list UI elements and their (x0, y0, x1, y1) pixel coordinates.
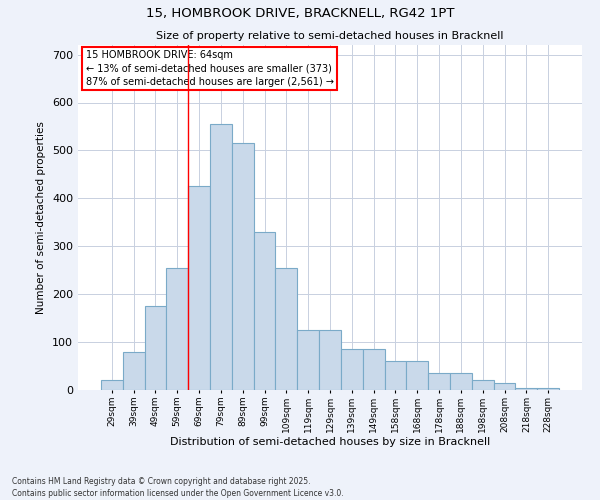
Bar (166, 268, 188, 390)
Bar (188, 186, 210, 390)
Bar (232, 143, 254, 390)
Bar (494, 383, 515, 390)
Bar (210, 124, 232, 390)
X-axis label: Distribution of semi-detached houses by size in Bracknell: Distribution of semi-detached houses by … (170, 438, 490, 448)
Bar (385, 361, 406, 390)
Bar (450, 373, 472, 390)
Bar (123, 352, 145, 390)
Y-axis label: Number of semi-detached properties: Number of semi-detached properties (37, 121, 46, 314)
Bar (537, 388, 559, 390)
Text: 15, HOMBROOK DRIVE, BRACKNELL, RG42 1PT: 15, HOMBROOK DRIVE, BRACKNELL, RG42 1PT (146, 8, 454, 20)
Bar (472, 380, 494, 390)
Bar (515, 388, 537, 390)
Bar (254, 232, 275, 390)
Text: Contains HM Land Registry data © Crown copyright and database right 2025.
Contai: Contains HM Land Registry data © Crown c… (12, 476, 344, 498)
Bar (319, 330, 341, 390)
Bar (428, 373, 450, 390)
Title: Size of property relative to semi-detached houses in Bracknell: Size of property relative to semi-detach… (156, 32, 504, 42)
Bar (297, 330, 319, 390)
Bar (406, 361, 428, 390)
Bar (341, 350, 363, 390)
Text: 15 HOMBROOK DRIVE: 64sqm
← 13% of semi-detached houses are smaller (373)
87% of : 15 HOMBROOK DRIVE: 64sqm ← 13% of semi-d… (86, 50, 334, 86)
Bar (275, 268, 297, 390)
Bar (363, 350, 385, 390)
Bar (145, 306, 166, 390)
Bar (101, 380, 123, 390)
